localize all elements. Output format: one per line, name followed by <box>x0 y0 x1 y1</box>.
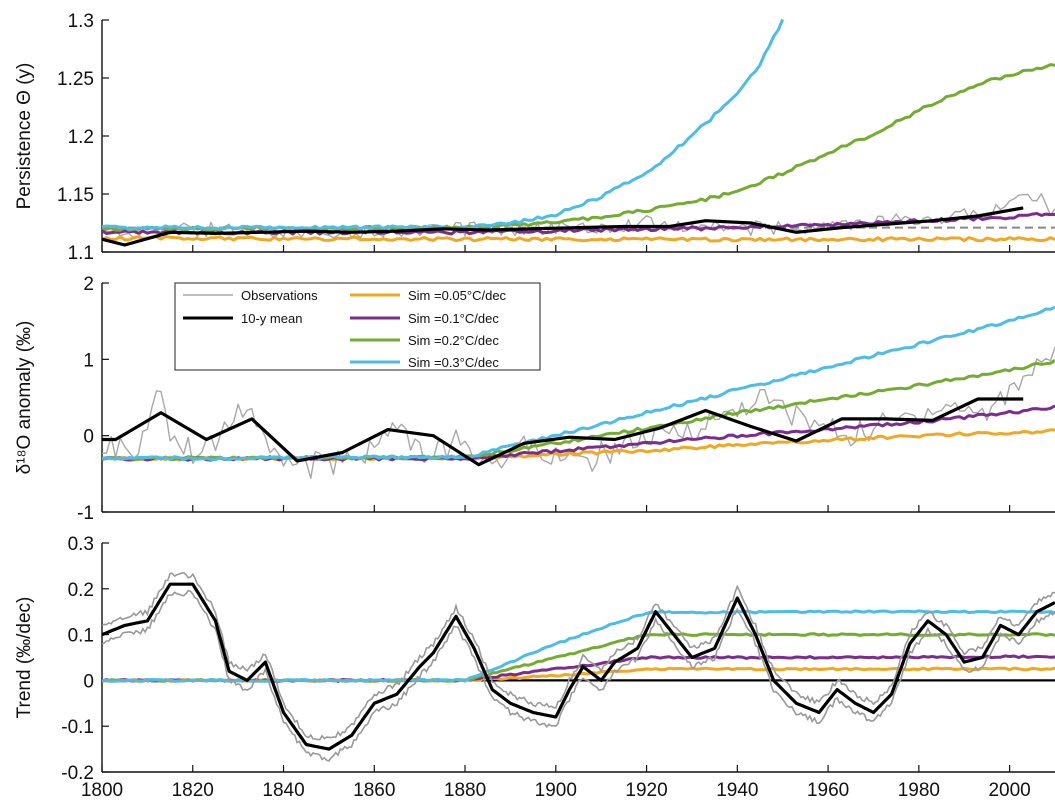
legend: Observations 10-y mean Sim =0.05°C/dec Sim … <box>174 282 541 371</box>
series-line-sim-0-05-c-dec <box>102 428 1055 462</box>
y-tick-label: 0.1 <box>68 626 94 647</box>
legend-label: Sim =0.3°C/dec <box>408 355 499 370</box>
x-tick-label: 1940 <box>716 780 758 801</box>
y-tick-label: 1.15 <box>57 185 94 206</box>
y-tick-label: -0.1 <box>61 717 94 738</box>
legend-box <box>174 282 541 371</box>
x-tick-label: 1840 <box>262 780 304 801</box>
legend-label: Sim =0.2°C/dec <box>408 333 499 348</box>
y-tick-label: 0.3 <box>68 534 94 555</box>
legend-label: Sim =0.05°C/dec <box>408 288 507 303</box>
plot-area <box>102 18 1055 247</box>
y-tick-label: 1 <box>83 350 94 371</box>
x-tick-label: 1880 <box>444 780 486 801</box>
trend-panel: -0.2 -0.1 0 0.1 0.2 0.3 1800 1820 1840 1860 1880 19… <box>14 534 1055 801</box>
series-line-sim-0-05-c-dec <box>102 235 1055 243</box>
x-tick-label: 1980 <box>898 780 940 801</box>
x-tick-label: 1800 <box>81 780 123 801</box>
series-line-sim-0-2-c-dec <box>102 359 1055 462</box>
y-tick-label: -0.2 <box>61 763 94 784</box>
d18o-anomaly-panel: -1 0 1 2 δ¹⁸O anomaly (‰) <box>14 274 1055 524</box>
plot-area <box>102 305 1055 479</box>
trend-band-line <box>102 589 1055 762</box>
y-axis-label: Trend (‰/dec) <box>14 597 35 719</box>
y-tick-label: 1.2 <box>68 127 94 148</box>
x-tick-label: 1860 <box>353 780 395 801</box>
y-tick-label: 2 <box>83 274 94 295</box>
series-line-sim-0-3-c-dec <box>102 609 1055 683</box>
y-tick-label: 1.1 <box>68 243 94 264</box>
x-tick-label: 1960 <box>807 780 849 801</box>
trend-band-line <box>102 571 1055 741</box>
persistence-panel: 1.1 1.15 1.2 1.25 1.3 Persistence Θ (y) <box>14 11 1055 264</box>
series-line-10-y-mean <box>102 397 1024 467</box>
y-axis-label: Persistence Θ (y) <box>14 63 35 210</box>
y-tick-label: 0.2 <box>68 580 94 601</box>
legend-label: Observations <box>241 288 318 303</box>
series-line-trend <box>102 582 1055 751</box>
legend-label: 10-y mean <box>241 311 302 326</box>
x-tick-label: 2000 <box>988 780 1030 801</box>
y-axis-label: δ¹⁸O anomaly (‰) <box>14 321 35 475</box>
series-line-sim-0-3-c-dec <box>102 305 1055 462</box>
series-line-10-y-mean <box>102 206 1024 247</box>
y-tick-label: 1.25 <box>57 69 94 90</box>
y-tick-label: 1.3 <box>68 11 94 32</box>
y-tick-label: -1 <box>77 503 94 524</box>
x-tick-label: 1820 <box>172 780 214 801</box>
series-line-sim-0-3-c-dec <box>102 18 785 231</box>
y-tick-label: 0 <box>83 671 94 692</box>
x-tick-label: 1900 <box>535 780 577 801</box>
plot-area <box>102 571 1055 762</box>
y-tick-label: 0 <box>83 427 94 448</box>
x-tick-label: 1920 <box>625 780 667 801</box>
legend-label: Sim =0.1°C/dec <box>408 311 499 326</box>
